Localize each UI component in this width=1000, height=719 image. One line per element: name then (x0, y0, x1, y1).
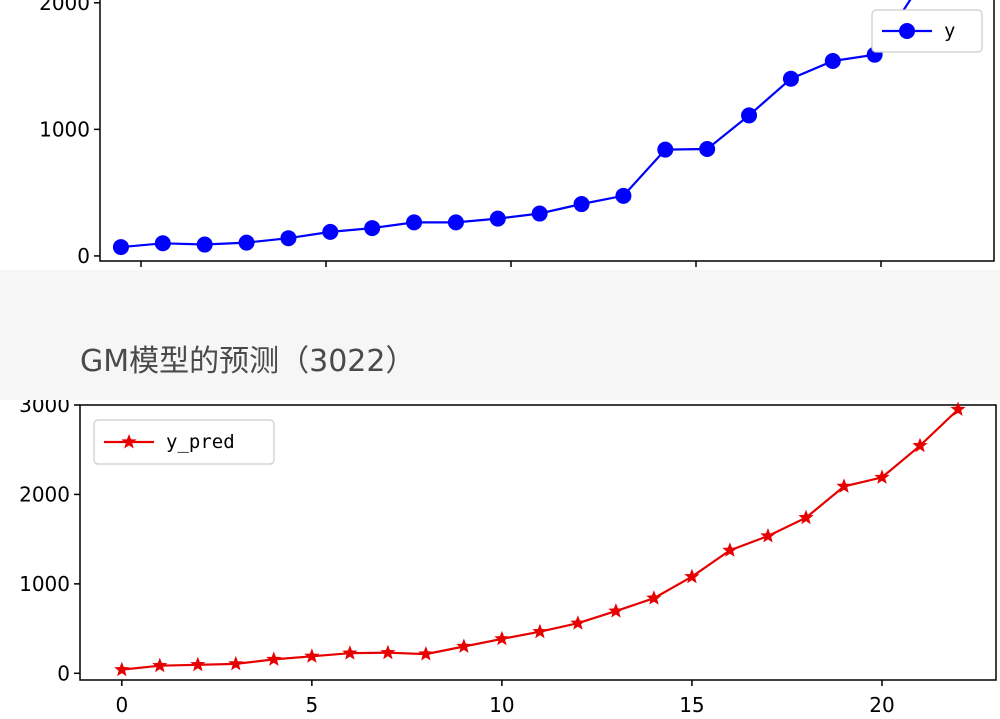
data-point (608, 603, 624, 618)
data-point (190, 656, 206, 672)
data-point (684, 568, 700, 584)
data-point (531, 205, 548, 222)
x-tick-label: 5 (305, 693, 318, 717)
bottom-chart: 0 1000 2000 3000 0 5 10 15 20 y_pred (19, 400, 997, 717)
data-point (657, 141, 674, 158)
legend-label: y_pred (166, 431, 235, 453)
data-point (406, 214, 423, 231)
y-tick-label: 3000 (19, 400, 70, 417)
data-point (152, 657, 168, 673)
top-chart: 0 1000 2000 y (39, 0, 995, 268)
y-tick-label: 2000 (39, 0, 90, 15)
data-point (154, 235, 171, 252)
x-tick-label: 10 (489, 693, 514, 717)
data-point (322, 223, 339, 240)
data-point (532, 623, 548, 639)
y-tick-label: 1000 (39, 117, 90, 141)
data-point (228, 655, 244, 671)
data-point (782, 70, 799, 87)
data-point (447, 214, 464, 231)
data-point (615, 187, 632, 204)
data-point (238, 234, 255, 251)
legend-label: y (944, 20, 955, 42)
data-point (380, 644, 396, 660)
data-point (722, 542, 738, 557)
y-tick-label: 2000 (19, 482, 70, 506)
data-point (824, 53, 841, 70)
data-point (342, 645, 358, 660)
data-point (280, 230, 297, 247)
data-point (699, 140, 716, 157)
legend-marker (121, 434, 137, 449)
x-tick-label: 15 (679, 693, 704, 717)
data-point (874, 469, 890, 484)
data-point (798, 509, 814, 525)
y-tick-label: 1000 (19, 572, 70, 596)
data-point (114, 661, 130, 677)
x-tick-label: 20 (869, 693, 894, 717)
data-point (489, 210, 506, 227)
legend: y_pred (93, 419, 275, 465)
legend: y (871, 9, 983, 53)
page-heading: GM模型的预测（3022） (80, 344, 416, 379)
data-point (456, 638, 472, 653)
data-point (573, 196, 590, 213)
x-tick-label: 0 (115, 693, 128, 717)
data-point (112, 239, 129, 256)
data-point (912, 437, 928, 453)
data-point (950, 401, 966, 416)
legend-marker (899, 23, 915, 39)
data-point (304, 648, 320, 663)
data-point (760, 528, 776, 543)
y-tick-label: 0 (77, 244, 90, 268)
data-point (266, 651, 282, 666)
data-point (570, 615, 586, 630)
plot-frame (99, 0, 995, 262)
data-point (418, 646, 434, 661)
separator-band (0, 270, 1000, 400)
y-tick-label: 0 (57, 661, 70, 685)
data-point (494, 630, 510, 646)
legend-box (93, 419, 275, 465)
data-point (364, 220, 381, 237)
data-point (741, 107, 758, 124)
data-point (646, 590, 662, 605)
data-point (196, 236, 213, 253)
data-point (836, 478, 852, 493)
